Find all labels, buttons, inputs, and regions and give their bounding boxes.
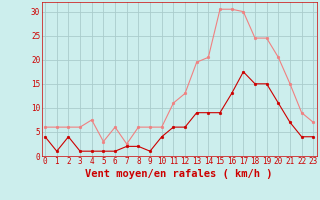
X-axis label: Vent moyen/en rafales ( km/h ): Vent moyen/en rafales ( km/h )	[85, 169, 273, 179]
